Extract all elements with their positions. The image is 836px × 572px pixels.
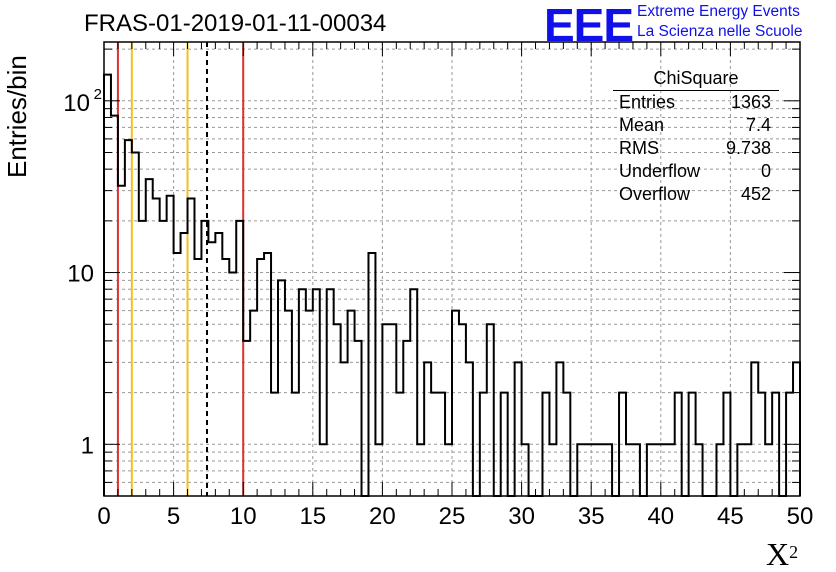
x-tick-label: 20 [369,503,396,530]
stats-label: Overflow [619,184,691,204]
x-tick-label: 15 [299,503,326,530]
y-tick-label: 10 [67,261,94,288]
x-tick-label: 45 [717,503,744,530]
stats-row: Overflow 452 [613,183,779,206]
stats-row: Entries 1363 [613,91,779,114]
x-tick-label: 40 [647,503,674,530]
x-axis-label-text: X [766,536,790,572]
x-tick-label: 50 [787,503,814,530]
x-axis-label-sup: 2 [789,542,799,562]
stats-label: RMS [619,138,659,158]
eee-logo: EEE [544,0,634,51]
stats-row: RMS 9.738 [613,137,779,160]
stats-box: ChiSquare Entries 1363 Mean 7.4 RMS 9.738 U… [613,67,779,206]
x-tick-label: 0 [97,503,110,530]
x-tick-label: 5 [167,503,180,530]
stats-title: ChiSquare [613,67,779,91]
x-tick-label: 35 [578,503,605,530]
stats-value: 0 [760,161,771,181]
logo-line-2: La Scienza nelle Scuole [637,23,803,40]
y-tick-label-sup: 2 [94,86,102,103]
x-axis-label: X2 [766,538,798,570]
stats-row: Underflow 0 [613,160,779,183]
reference-lines [116,42,245,496]
stats-value: 9.738 [725,138,771,158]
stats-value: 452 [740,184,771,204]
stats-label: Entries [619,92,676,112]
x-tick-label: 25 [439,503,466,530]
y-tick-label: 10 [63,90,90,117]
stats-row: Mean 7.4 [613,114,779,137]
x-tick-label: 30 [508,503,535,530]
chart-title: FRAS-01-2019-01-11-00034 [84,10,387,37]
y-tick-label: 1 [81,432,94,459]
stats-label: Mean [619,115,665,135]
grid-layer [104,42,800,496]
y-axis-label: Entries/bin [2,55,32,178]
logo-line-1: Extreme Energy Events [637,3,800,20]
stats-value: 7.4 [745,115,771,135]
x-tick-label: 10 [230,503,257,530]
stats-value: 1363 [730,92,771,112]
stats-label: Underflow [619,161,701,181]
axis-ticks [103,42,801,496]
